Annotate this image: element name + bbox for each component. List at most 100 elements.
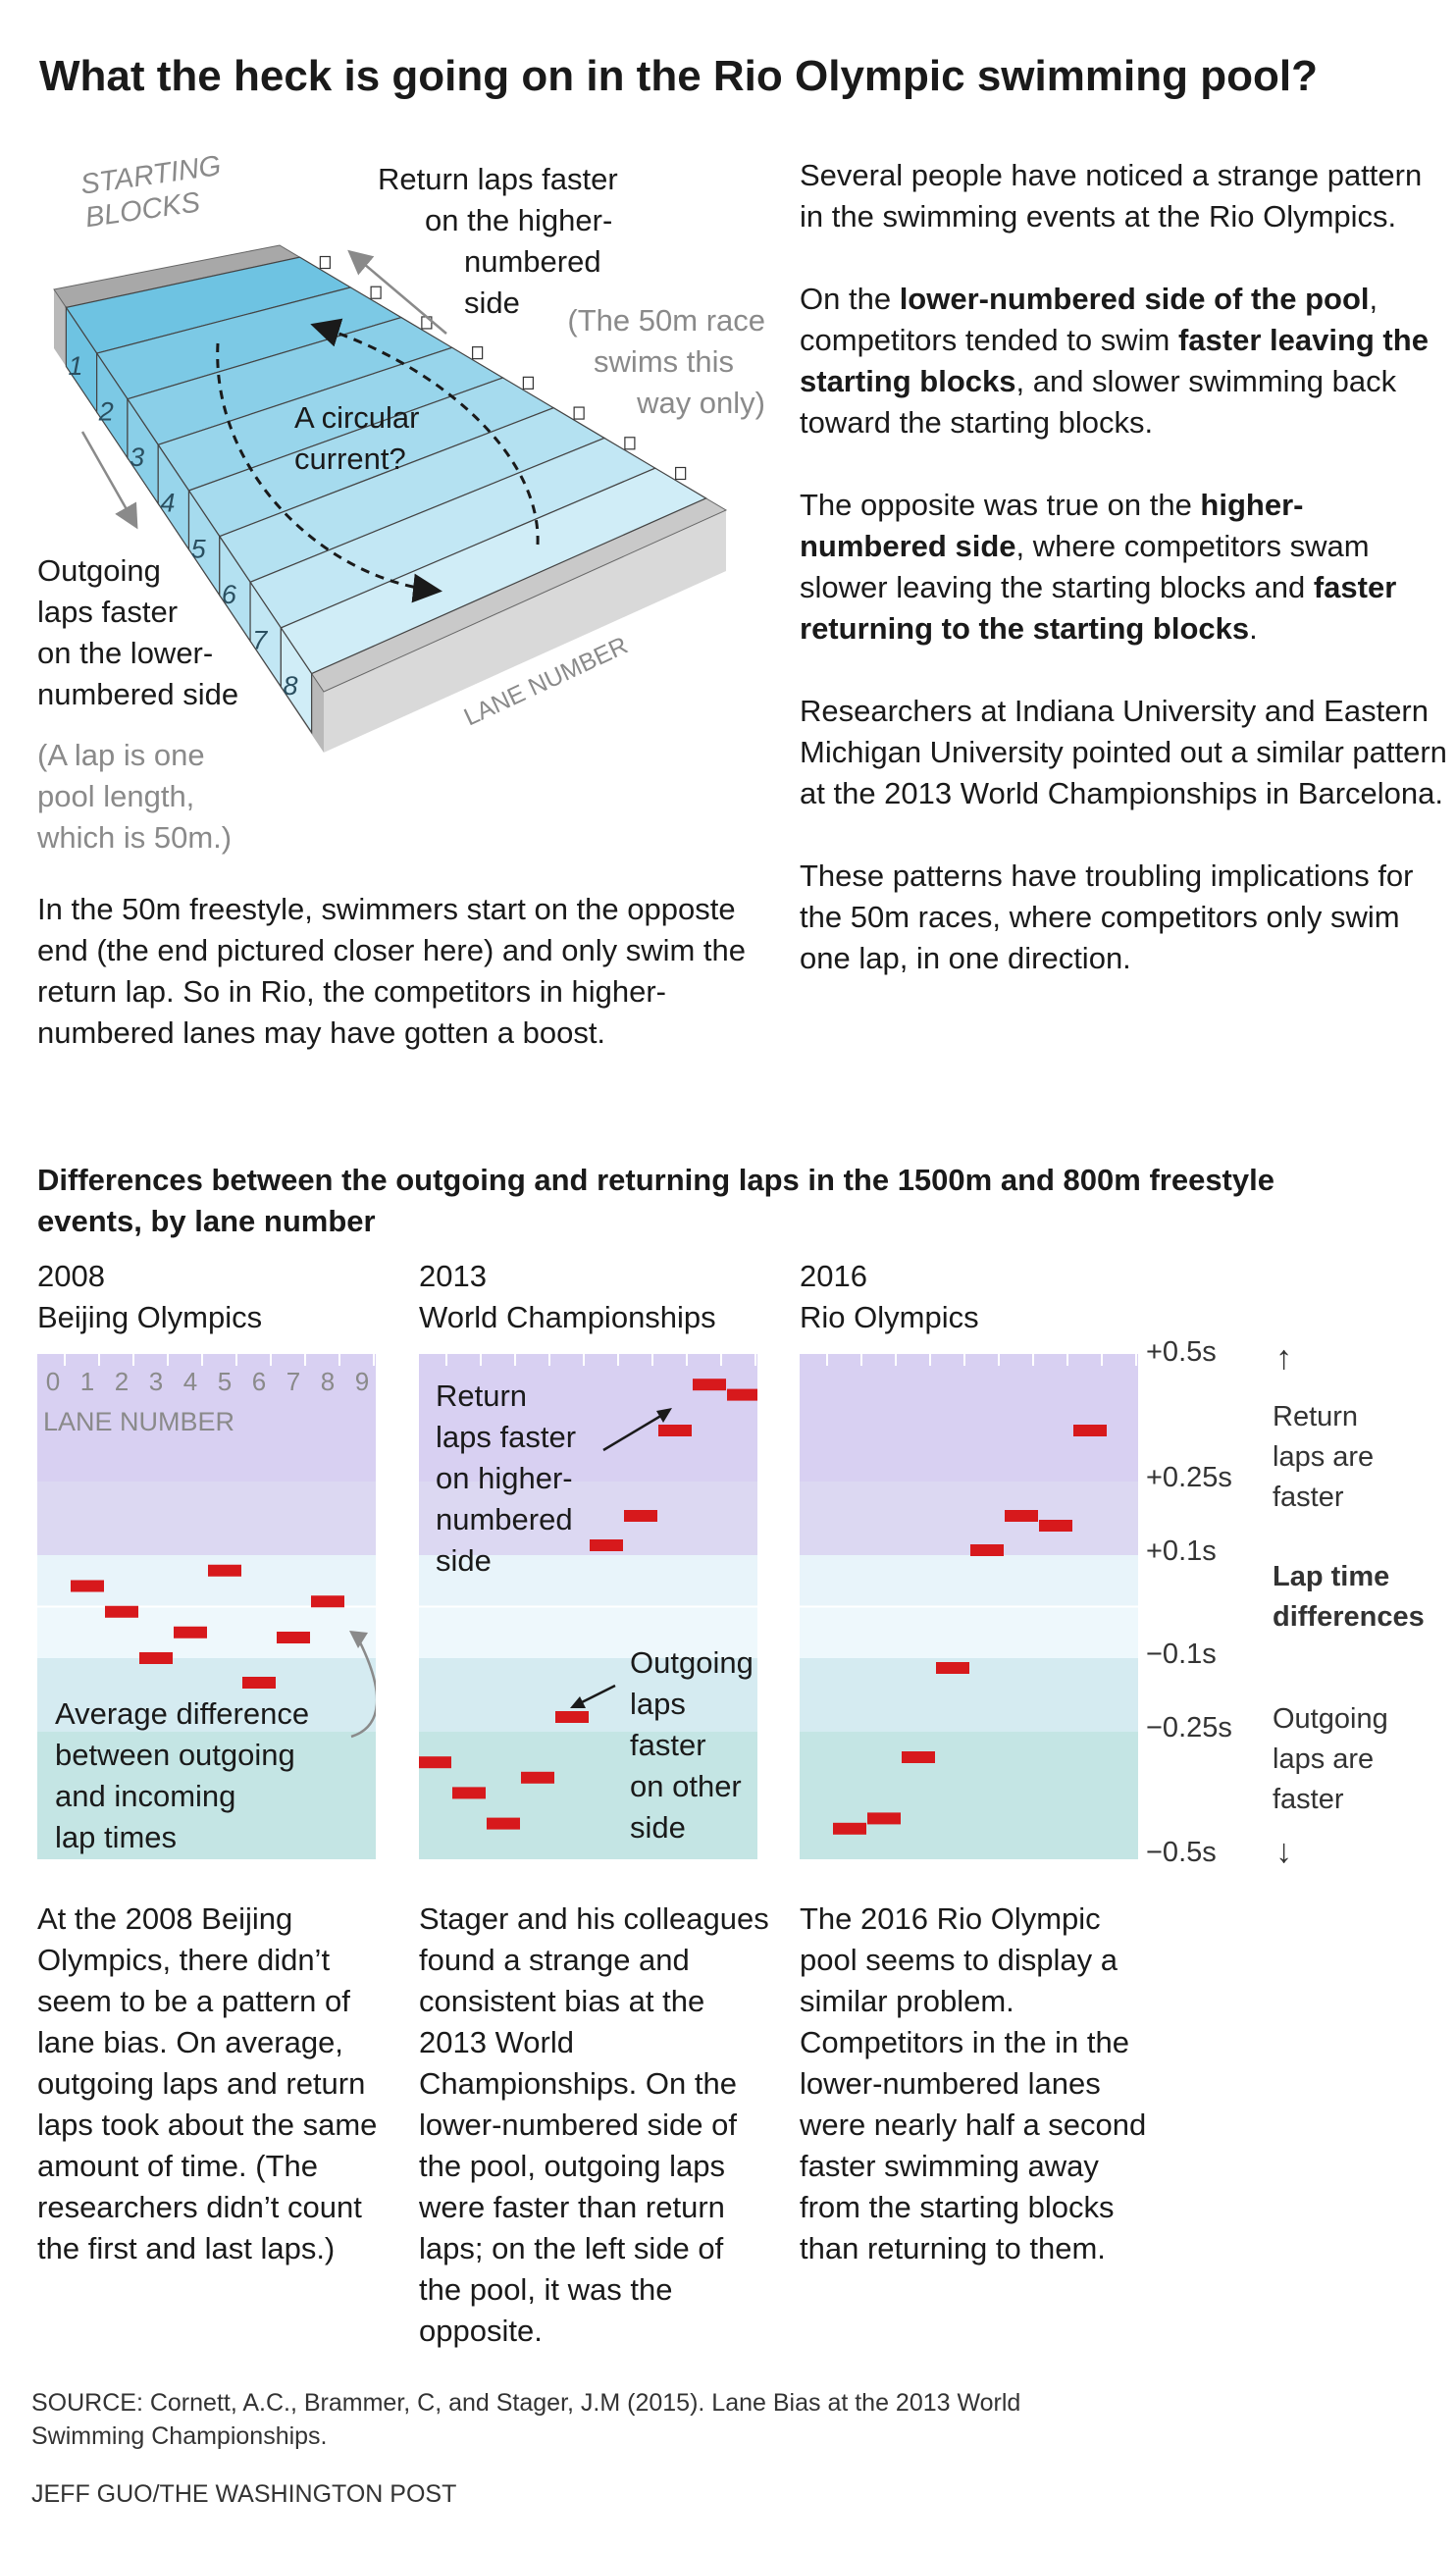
starting-block xyxy=(675,466,687,481)
chart-band xyxy=(419,1354,757,1482)
chart-svg-2016 xyxy=(800,1354,1138,1859)
lap-definition-note: (A lap is one pool length, which is 50m.… xyxy=(37,738,233,855)
starting-block xyxy=(472,346,484,360)
chart-svg-2013 xyxy=(419,1354,757,1859)
intro-paragraph: These patterns have troubling implicatio… xyxy=(800,856,1447,979)
paragraph-text: The opposite was true on the xyxy=(800,488,1201,522)
lane-number-axis-label: LANE NUMBER xyxy=(43,1407,235,1436)
lap-time-differences-label: Lap time differences xyxy=(1273,1561,1425,1633)
y-tick-label: +0.25s xyxy=(1146,1462,1232,1493)
lane-tick-label: 5 xyxy=(218,1367,232,1396)
data-point xyxy=(970,1544,1004,1556)
intro-paragraph: Researchers at Indiana University and Ea… xyxy=(800,691,1447,814)
average-difference-annotation: Average difference between outgoing and … xyxy=(55,1696,310,1854)
down-arrow-icon: ↓ xyxy=(1275,1833,1292,1870)
intro-paragraph: Several people have noticed a strange pa… xyxy=(800,155,1447,237)
paragraph-text: , where competitors swam slower leaving … xyxy=(800,529,1370,604)
lane-tick-label: 6 xyxy=(252,1367,266,1396)
chart-band xyxy=(37,1354,376,1482)
data-point xyxy=(487,1817,520,1830)
annotation-arrow xyxy=(602,1409,670,1452)
source-note: SOURCE: Cornett, A.C., Brammer, C, and S… xyxy=(31,2389,1021,2450)
y-tick-label: −0.25s xyxy=(1146,1712,1232,1743)
pool-front-wall xyxy=(324,510,726,753)
starting-block xyxy=(573,406,585,420)
annotation-arrowhead xyxy=(656,1408,672,1423)
chart-band xyxy=(37,1658,376,1732)
panel-header-2016: 2016 Rio Olympics xyxy=(800,1259,979,1334)
lane-number: 6 xyxy=(222,580,237,609)
outgoing-direction-arrow xyxy=(80,431,138,530)
paragraph-text: , competitors tended to swim xyxy=(800,282,1378,357)
lane-tick-label: 4 xyxy=(183,1367,197,1396)
data-point xyxy=(727,1388,757,1401)
outgoing-faster-annotation: Outgoing laps faster on other side xyxy=(630,1645,754,1845)
section-title: Differences between the outgoing and ret… xyxy=(37,1163,1274,1238)
chart-band xyxy=(800,1606,1138,1658)
pool-lane-face xyxy=(280,625,313,735)
emphasis-text: faster leaving the starting blocks xyxy=(800,323,1429,398)
chart-band xyxy=(800,1555,1138,1607)
lane-number: 3 xyxy=(130,442,144,472)
chart-band xyxy=(800,1732,1138,1859)
data-point xyxy=(1073,1425,1107,1436)
fifty-meter-note: (The 50m race swims this way only) xyxy=(567,303,765,420)
lane-number: 8 xyxy=(283,671,297,701)
circular-current-arrow xyxy=(310,318,540,546)
paragraph-text: On the xyxy=(800,282,900,316)
caption-2008: At the 2008 Beijing Olympics, there didn… xyxy=(37,1901,378,2265)
lane-number: 7 xyxy=(252,626,268,655)
data-point xyxy=(833,1822,866,1835)
chart-band xyxy=(419,1555,757,1607)
fifty-meter-explanation: In the 50m freestyle, swimmers start on … xyxy=(37,892,747,1050)
y-tick-label: −0.1s xyxy=(1146,1639,1217,1670)
data-point xyxy=(174,1626,207,1639)
annotation-arrowhead xyxy=(349,1631,368,1648)
y-tick-label: +0.5s xyxy=(1146,1336,1217,1368)
caption-2016: The 2016 Rio Olympic pool seems to displ… xyxy=(800,1901,1147,2265)
data-point xyxy=(590,1539,623,1551)
outgoing-faster-axis-note: Outgoing laps are faster xyxy=(1273,1703,1388,1815)
starting-block xyxy=(522,376,534,390)
data-point xyxy=(242,1677,276,1689)
data-point xyxy=(311,1595,344,1608)
caption-2013: Stager and his colleagues found a strang… xyxy=(419,1901,769,2348)
paragraph-text: , and slower swimming back toward the st… xyxy=(800,364,1397,440)
lane-number: 1 xyxy=(69,351,83,381)
intro-paragraph: On the lower-numbered side of the pool, … xyxy=(800,279,1447,443)
starting-block xyxy=(624,437,636,450)
lane-number: 4 xyxy=(160,489,175,518)
paragraph-text: Researchers at Indiana University and Ea… xyxy=(800,694,1447,810)
starting-block xyxy=(319,255,331,270)
data-point xyxy=(624,1510,657,1522)
paragraph-text: Several people have noticed a strange pa… xyxy=(800,158,1423,234)
outgoing-laps-label: Outgoing laps faster on the lower- numbe… xyxy=(37,553,239,711)
annotation-arrowhead xyxy=(570,1696,586,1708)
data-point xyxy=(867,1812,901,1825)
paragraph-text: . xyxy=(1249,611,1258,646)
y-tick-label: +0.1s xyxy=(1146,1535,1217,1567)
page-title: What the heck is going on in the Rio Oly… xyxy=(39,52,1318,100)
data-point xyxy=(452,1787,486,1799)
emphasis-text: lower-numbered side of the pool xyxy=(899,282,1370,316)
intro-text: Several people have noticed a strange pa… xyxy=(800,155,1447,1020)
starting-block xyxy=(370,286,382,299)
data-point xyxy=(658,1425,692,1436)
lane-tick-label: 8 xyxy=(321,1367,335,1396)
data-point xyxy=(902,1751,935,1763)
chart-panel-2013 xyxy=(419,1354,757,1859)
data-point xyxy=(1039,1520,1072,1532)
data-point xyxy=(936,1662,969,1674)
chart-panel-2016 xyxy=(800,1354,1138,1859)
circular-current-label: A circular current? xyxy=(294,400,420,476)
chart-band xyxy=(800,1482,1138,1555)
data-point xyxy=(693,1379,726,1391)
data-point xyxy=(521,1771,554,1784)
chart-band xyxy=(800,1354,1138,1482)
return-faster-axis-note: Return laps are faster xyxy=(1273,1401,1375,1513)
chart-band xyxy=(37,1732,376,1859)
chart-band xyxy=(37,1482,376,1555)
up-arrow-icon: ↑ xyxy=(1275,1339,1292,1377)
lane-number: 5 xyxy=(191,534,207,563)
lane-tick-label: 3 xyxy=(149,1367,163,1396)
